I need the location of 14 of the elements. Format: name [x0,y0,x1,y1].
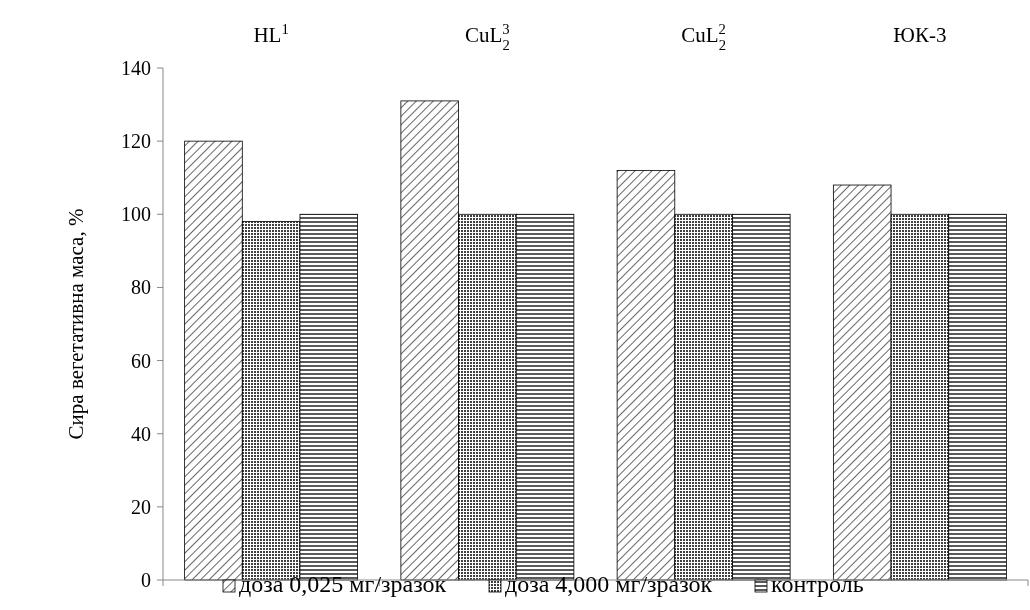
legend-label: доза 4,000 мг/зразок [505,571,713,597]
x-tick-label: ЮК-3 [893,23,947,47]
y-tick-label: 140 [121,57,151,79]
y-tick-label: 120 [121,130,151,153]
y-tick-label: 20 [131,495,151,518]
y-tick-label: 60 [131,349,151,372]
x-tick-label: HL$^{1}$ [253,21,289,47]
y-axis-title: Сира вегетативна маса, % [64,208,88,440]
legend-label: контроль [771,571,864,597]
y-tick-label: 100 [121,203,151,226]
y-tick-label: 0 [141,569,151,591]
legend-label: доза 0,025 мг/зразок [239,571,447,597]
y-tick-label: 40 [131,422,151,445]
y-tick-label: 80 [131,276,151,299]
